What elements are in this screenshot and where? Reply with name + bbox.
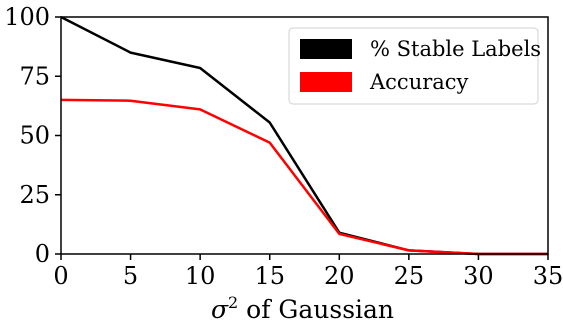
y-tick-label: 0 (35, 240, 50, 268)
x-tick-label: 20 (324, 262, 355, 290)
x-tick-label: 0 (53, 262, 68, 290)
x-axis-title-text: of Gaussian (238, 295, 394, 323)
legend-label: Accuracy (369, 70, 469, 94)
x-tick-label: 25 (394, 262, 425, 290)
y-tick-label: 75 (19, 62, 50, 90)
y-tick-label: 50 (19, 122, 50, 150)
x-axis-title-superscript: 2 (228, 293, 238, 312)
x-tick-label: 35 (533, 262, 563, 290)
x-tick-label: 5 (123, 262, 138, 290)
x-axis-title-symbol: σ (211, 295, 229, 323)
y-tick-label: 25 (19, 181, 50, 209)
ticks-layer: 0 5 10 15 20 25 30 35 0 25 50 75 100 (4, 3, 563, 290)
x-tick-label: 10 (185, 262, 216, 290)
x-tick-label: 30 (463, 262, 494, 290)
legend: % Stable Labels Accuracy (288, 27, 541, 105)
x-axis-title: σ2 of Gaussian (211, 293, 394, 323)
legend-label: % Stable Labels (370, 37, 541, 61)
y-tick-label: 100 (4, 3, 50, 31)
legend-swatch (300, 39, 352, 59)
x-tick-label: 15 (254, 262, 285, 290)
legend-swatch (300, 72, 352, 92)
